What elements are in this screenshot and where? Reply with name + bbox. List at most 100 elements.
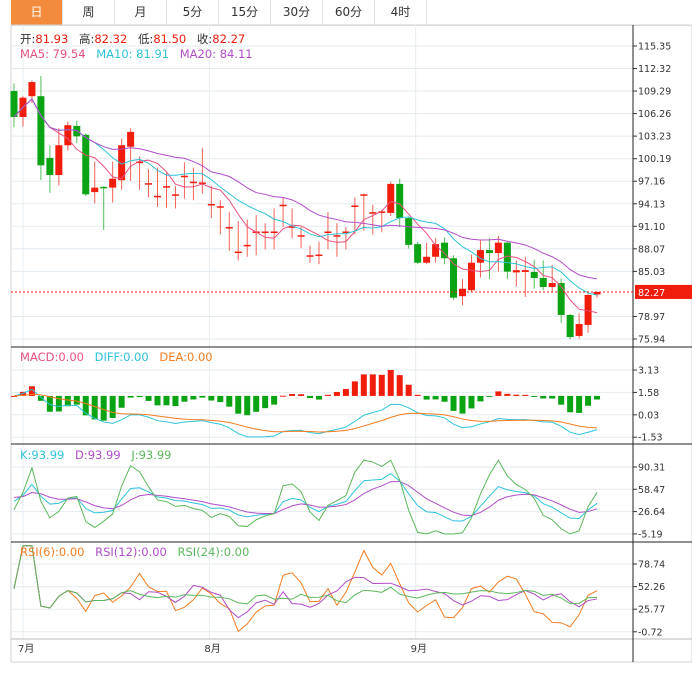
candle-body [351, 205, 359, 207]
candle-body [55, 145, 63, 175]
ma10-line [13, 98, 598, 296]
rsi-tick-label: 78.74 [638, 560, 665, 571]
period-tabs: 日 周 月 5分 15分 30分 60分 4时 [11, 0, 692, 26]
macd-bar [315, 395, 322, 400]
k-line [13, 472, 598, 522]
macd-bar [28, 386, 35, 396]
macd-bar [414, 394, 421, 396]
candle-body [127, 131, 135, 147]
candle-body [100, 186, 108, 189]
kdj-legend-d: D:93.99 [75, 448, 121, 462]
candle-body [171, 194, 179, 196]
macd-bar [253, 395, 260, 412]
macd-bar [369, 374, 376, 396]
candle-body [539, 277, 547, 287]
chart-frame [10, 24, 692, 663]
macd-bar [549, 395, 556, 399]
rsi12-legend: RSI(12):0.00 [95, 545, 167, 559]
candle-body [118, 145, 126, 181]
macd-bar [181, 395, 188, 402]
candle-body [261, 231, 269, 233]
candle-body [109, 178, 117, 188]
macd-bar [82, 395, 89, 416]
candle-body [575, 323, 583, 336]
macd-bar [127, 395, 134, 398]
macd-bar [594, 395, 601, 400]
d-line [13, 480, 598, 517]
candle-body [288, 226, 296, 228]
macd-bar [46, 395, 53, 412]
price-tick-label: 97.16 [638, 177, 665, 188]
macd-bar [432, 395, 439, 400]
tab-4h[interactable]: 4时 [375, 0, 427, 25]
macd-bar [64, 395, 71, 407]
candle-body [270, 231, 278, 233]
candle-body [243, 244, 251, 247]
macd-bar [271, 395, 278, 405]
candle-body [521, 270, 529, 273]
candle-body [225, 227, 233, 229]
tab-day[interactable]: 日 [11, 0, 63, 25]
macd-bar [280, 395, 287, 397]
macd-bar [342, 389, 349, 396]
macd-bar [136, 395, 143, 398]
price-tick-label: 115.35 [638, 42, 671, 53]
candle-body [306, 255, 314, 257]
macd-bar [450, 395, 457, 411]
price-tick-label: 91.10 [638, 222, 665, 233]
price-tick-label: 112.32 [638, 64, 671, 75]
macd-bar [441, 395, 448, 402]
candle-body [360, 194, 368, 196]
x-tick-label: 9月 [411, 643, 427, 655]
candle-body [136, 161, 144, 164]
candle-body [73, 125, 81, 137]
macd-legend: MACD:0.00 DIFF:0.00 DEA:0.00 [20, 350, 220, 364]
macd-bar [504, 393, 511, 396]
candle-body [512, 270, 520, 273]
macd-bar [91, 395, 98, 420]
candle-body [423, 256, 431, 263]
kdj-legend: K:93.99 D:93.99 J:93.99 [20, 448, 179, 462]
rsi-tick-label: 52.26 [638, 582, 665, 593]
candle-body [216, 206, 224, 208]
macd-bar [217, 395, 224, 403]
candle-body [378, 211, 386, 213]
macd-bar [387, 370, 394, 396]
macd-bar [163, 395, 170, 406]
tab-5min[interactable]: 5分 [167, 0, 219, 25]
candle-body [37, 96, 45, 166]
ma5-legend: MA5: 79.54 [20, 47, 86, 61]
candle-body [557, 283, 565, 315]
last-price-badge [635, 284, 692, 299]
candle-body [459, 288, 466, 297]
tab-15min[interactable]: 15分 [219, 0, 271, 25]
macd-bar [495, 391, 502, 396]
candle-body [369, 212, 377, 214]
kdj-tick-label: 26.64 [638, 507, 665, 518]
kdj-legend-k: K:93.99 [20, 448, 65, 462]
macd-bar [145, 395, 152, 401]
macd-bar [522, 394, 529, 396]
tab-week[interactable]: 周 [63, 0, 115, 25]
close-value: 82.27 [212, 32, 246, 46]
macd-bar [513, 394, 520, 396]
tab-30min[interactable]: 30分 [271, 0, 323, 25]
candle-body [162, 186, 170, 188]
macd-bar [351, 381, 358, 396]
candle-body [198, 182, 206, 184]
candle-body [154, 195, 162, 198]
open-value: 81.93 [35, 32, 69, 46]
macd-bar [459, 395, 466, 414]
rsi6-line [13, 545, 598, 633]
tab-month[interactable]: 月 [115, 0, 167, 25]
price-tick-label: 106.26 [638, 109, 671, 120]
candle-body [441, 242, 449, 259]
price-tick-label: 85.03 [638, 267, 665, 278]
candle-body [91, 187, 99, 193]
macd-bar [486, 395, 493, 397]
candle-body [566, 314, 574, 338]
x-tick-label: 7月 [18, 643, 34, 655]
tab-60min[interactable]: 60分 [323, 0, 375, 25]
candle-body [467, 262, 475, 291]
